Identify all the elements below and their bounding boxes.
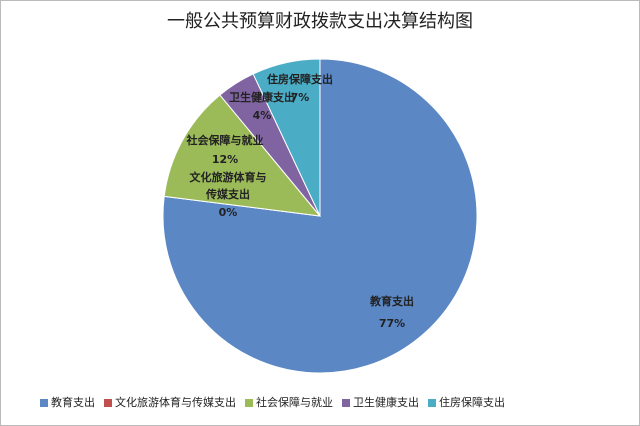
pie-slice: [252, 58, 321, 217]
data-label-value: 7%: [291, 91, 310, 104]
data-label-value: 4%: [253, 109, 272, 122]
legend-label: 社会保障与就业: [256, 395, 333, 409]
legend-label: 住房保障支出: [439, 395, 505, 409]
legend-swatch: [245, 399, 253, 407]
legend-swatch: [104, 399, 112, 407]
legend: 教育支出 文化旅游体育与传媒支出 社会保障与就业 卫生健康支出 住房保障支出: [40, 395, 505, 409]
legend-swatch: [40, 399, 48, 407]
data-label-value: 0%: [219, 206, 238, 219]
legend-swatch: [342, 399, 350, 407]
data-label-name: 教育支出: [369, 294, 414, 308]
pie-slice: [163, 94, 322, 217]
legend-label: 文化旅游体育与传媒支出: [115, 395, 236, 409]
pie-slice: [162, 58, 478, 374]
legend-label: 卫生健康支出: [353, 395, 419, 409]
legend-swatch: [428, 399, 436, 407]
data-label-name: 卫生健康支出: [229, 90, 295, 104]
legend-label: 教育支出: [51, 395, 95, 409]
chart-title: 一般公共预算财政拨款支出决算结构图: [167, 11, 473, 32]
data-labels: 教育支出 77% 文化旅游体育与传媒支出 0% 社会保障与就业 12% 卫生健康支出 4% 住房…: [186, 72, 415, 330]
data-label-value: 77%: [379, 317, 405, 330]
data-label-name: 文化旅游体育与传媒支出: [190, 170, 267, 201]
data-label-name: 社会保障与就业: [186, 133, 264, 147]
data-label-value: 12%: [212, 153, 238, 166]
data-label-name: 住房保障支出: [267, 72, 333, 86]
pie: [162, 58, 478, 374]
